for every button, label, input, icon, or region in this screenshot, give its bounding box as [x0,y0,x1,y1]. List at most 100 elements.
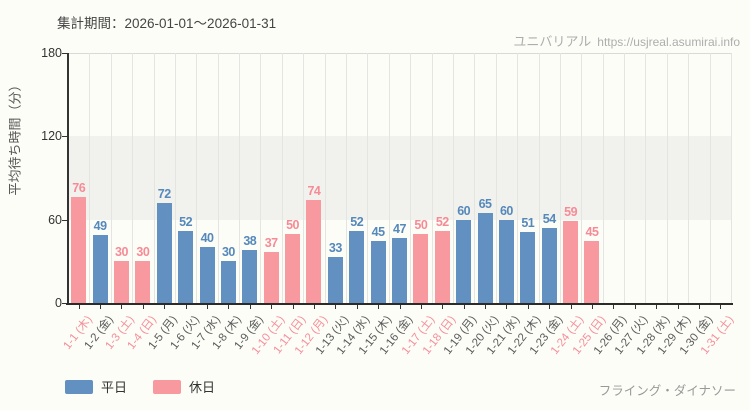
y-axis-title: 平均待ち時間（分） [7,78,23,196]
gridline-vertical [517,53,519,303]
gridline-vertical [666,53,668,303]
gridline-vertical [731,53,732,303]
x-tick-1-1 [78,305,80,309]
bar-value-label-1-16: 47 [393,221,406,236]
x-tick-1-24 [570,305,572,309]
x-tick-1-20 [485,305,487,309]
gridline-vertical [367,53,369,303]
x-tick-1-26 [613,305,615,309]
bar-1-6[interactable] [178,230,194,303]
x-tick-1-29 [677,305,679,309]
x-tick-1-4 [142,305,144,309]
gridline-vertical [581,53,583,303]
bar-value-label-1-8: 30 [221,245,235,260]
bar-value-label-1-15: 45 [371,224,385,239]
gridline-vertical [303,53,305,303]
bar-value-label-1-21: 60 [499,203,513,218]
bar-1-19[interactable] [456,219,472,303]
y-tick-mark-180 [62,53,67,54]
gridline-vertical [410,53,412,303]
x-axis-line [66,303,733,305]
x-tick-1-10 [271,305,273,309]
x-tick-1-28 [656,305,658,309]
x-tick-1-14 [356,305,358,309]
x-tick-1-18 [442,305,444,309]
legend-item-weekday[interactable]: 平日 [65,377,127,396]
x-tick-1-11 [292,305,294,309]
x-tick-1-5 [164,305,166,309]
x-tick-1-27 [634,305,636,309]
gridline-vertical [260,53,262,303]
legend-label-weekday: 平日 [101,380,128,395]
x-tick-1-19 [463,305,465,309]
gridline-vertical [709,53,711,303]
gridline-vertical [645,53,647,303]
x-tick-1-7 [207,305,209,309]
gridline-vertical [89,53,91,303]
x-tick-1-31 [720,305,722,309]
bar-value-label-1-11: 50 [286,217,300,232]
legend-swatch-weekday [65,379,93,394]
gridline-vertical [559,53,561,303]
bar-value-label-1-2: 49 [93,218,107,233]
x-tick-1-30 [698,305,700,309]
y-axis-line [67,53,69,303]
y-tick-label-180: 180 [41,46,62,60]
bar-1-7[interactable] [199,247,215,303]
bar-1-18[interactable] [434,230,450,303]
bar-1-25[interactable] [584,240,600,303]
bar-1-1[interactable] [71,197,87,303]
gridline-vertical [153,53,155,303]
x-tick-1-25 [591,305,593,309]
bar-1-17[interactable] [413,233,429,303]
site-url: https://usjreal.asumirai.info [597,35,740,49]
x-tick-1-21 [506,305,508,309]
x-tick-1-17 [420,305,422,309]
bar-value-label-1-24: 59 [564,205,578,220]
bar-1-10[interactable] [263,251,279,303]
bar-1-4[interactable] [135,261,151,303]
bar-1-20[interactable] [477,212,493,303]
bar-value-label-1-20: 65 [478,196,492,211]
bar-1-13[interactable] [327,257,343,303]
gridline-vertical [281,53,283,303]
site-name: ユニバリアル [513,34,592,49]
bar-value-label-1-12: 74 [307,184,321,199]
x-tick-1-3 [121,305,123,309]
bar-1-9[interactable] [242,250,258,303]
x-tick-1-13 [335,305,337,309]
bar-value-label-1-19: 60 [457,203,471,218]
bar-value-label-1-9: 38 [243,234,257,249]
bar-value-label-1-22: 51 [521,216,535,231]
legend-item-holiday[interactable]: 休日 [153,377,215,396]
bar-1-23[interactable] [541,228,557,303]
y-tick-label-0: 0 [55,296,62,310]
bar-1-16[interactable] [392,237,407,303]
bar-value-label-1-6: 52 [179,214,193,229]
bar-1-24[interactable] [563,221,579,303]
chart-legend: 平日 休日 [65,377,215,396]
bar-1-8[interactable] [220,261,236,303]
bar-1-14[interactable] [349,230,365,303]
gridline-vertical [388,53,390,303]
period-label: 集計期間：2026-01-01～2026-01-31 [57,16,277,31]
bar-1-15[interactable] [370,240,386,303]
bar-1-3[interactable] [113,261,129,303]
y-tick-label-120: 120 [41,129,62,144]
bar-1-11[interactable] [285,233,301,303]
bar-1-5[interactable] [156,203,172,303]
x-tick-1-15 [378,305,380,309]
gridline-vertical [538,53,540,303]
legend-swatch-holiday [153,379,182,394]
gridline-vertical [132,53,134,303]
bar-1-2[interactable] [92,234,108,303]
y-tick-mark-120 [62,136,67,138]
x-tick-1-8 [228,305,230,309]
bar-1-22[interactable] [520,232,536,303]
bar-1-12[interactable] [306,200,322,303]
site-info: ユニバリアル https://usjreal.asumirai.info [513,31,740,51]
bar-1-21[interactable] [498,219,514,303]
y-tick-mark-60 [62,219,67,221]
gridline-vertical [452,53,454,303]
